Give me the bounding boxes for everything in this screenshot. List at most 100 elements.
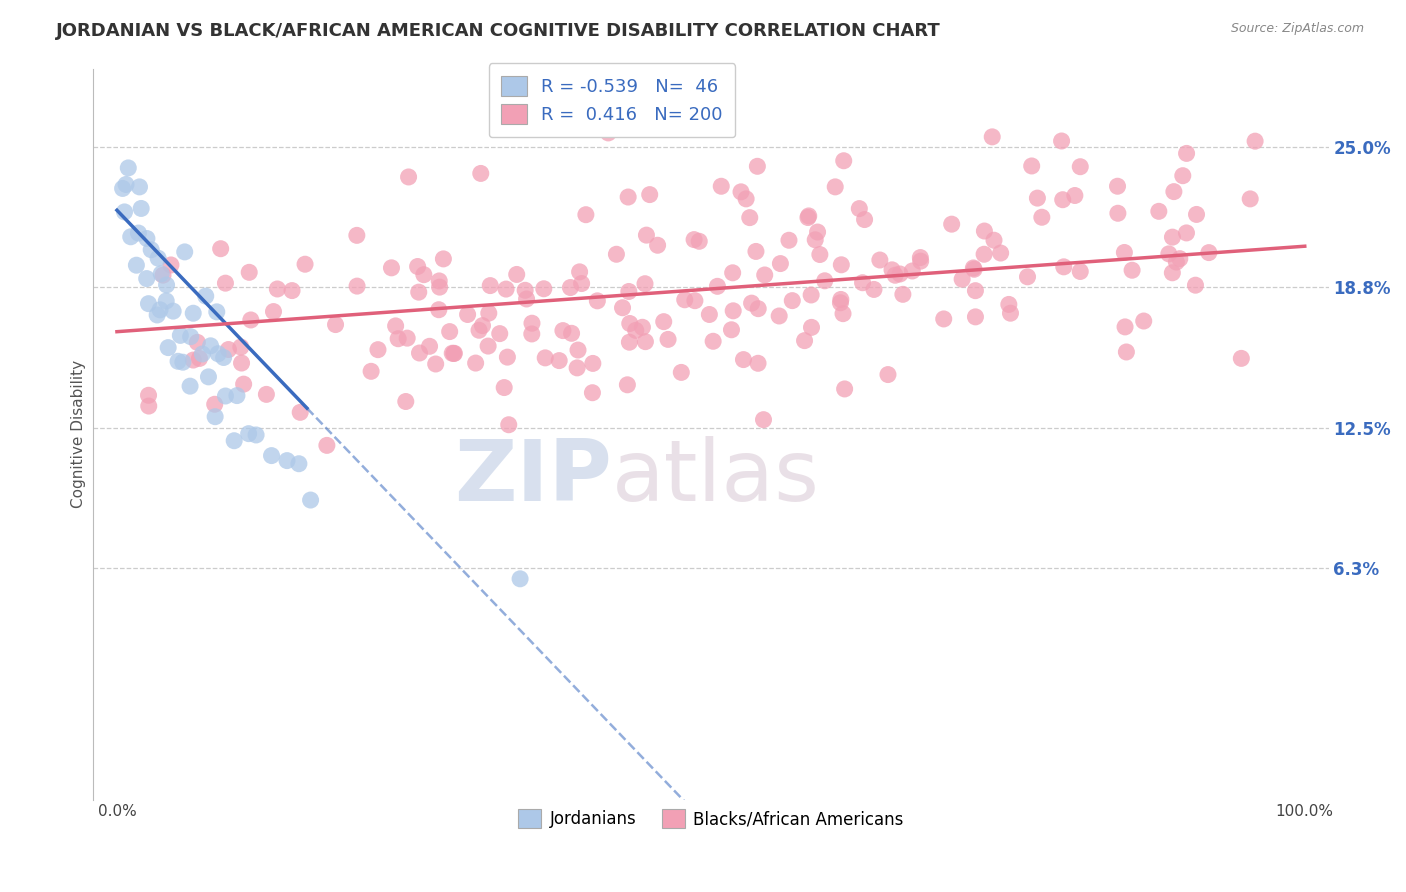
Point (652, 315, 675, 329)
Point (129, 202, 152, 216)
Point (853, 212, 876, 227)
Point (439, 325, 461, 339)
Point (398, 169, 420, 184)
Point (299, 493, 322, 508)
Point (212, 351, 235, 365)
Point (910, 251, 932, 265)
Point (730, 185, 752, 199)
Point (479, 278, 502, 293)
Point (238, 265, 260, 279)
Point (157, 341, 180, 355)
Point (534, 351, 557, 365)
Point (634, 277, 657, 291)
Point (901, 264, 924, 278)
Point (551, 324, 574, 338)
Point (848, 202, 870, 216)
Point (281, 284, 304, 298)
Point (683, 293, 706, 308)
Point (239, 313, 262, 327)
Point (432, 252, 454, 266)
Text: JORDANIAN VS BLACK/AFRICAN AMERICAN COGNITIVE DISABILITY CORRELATION CHART: JORDANIAN VS BLACK/AFRICAN AMERICAN COGN… (56, 22, 941, 40)
Point (1000, 306, 1022, 320)
Point (172, 355, 194, 369)
Point (998, 297, 1021, 311)
Point (128, 180, 150, 194)
Point (214, 276, 236, 290)
Point (457, 308, 479, 322)
Point (138, 399, 160, 413)
Point (720, 323, 742, 337)
Point (1063, 188, 1085, 202)
Point (1157, 247, 1180, 261)
Point (533, 282, 555, 296)
Point (468, 323, 491, 337)
Point (877, 368, 900, 382)
Point (605, 247, 627, 261)
Point (721, 303, 744, 318)
Point (162, 304, 184, 318)
Point (1132, 314, 1154, 328)
Point (1239, 192, 1261, 206)
Point (586, 293, 609, 308)
Point (612, 301, 634, 315)
Point (160, 258, 183, 272)
Point (735, 192, 758, 206)
Point (427, 302, 450, 317)
Point (616, 377, 638, 392)
Point (169, 328, 191, 343)
Point (671, 365, 693, 379)
Point (496, 350, 519, 364)
Point (207, 347, 229, 361)
Point (181, 306, 204, 320)
Point (384, 318, 406, 333)
Point (963, 262, 986, 277)
Point (581, 385, 603, 400)
Point (408, 346, 430, 360)
Text: ZIP: ZIP (454, 436, 612, 519)
Point (464, 356, 486, 370)
Point (266, 282, 288, 296)
Point (973, 224, 995, 238)
Point (617, 285, 640, 299)
Point (1175, 146, 1198, 161)
Point (568, 265, 591, 279)
Point (768, 309, 790, 323)
Point (747, 356, 769, 370)
Point (891, 287, 914, 301)
Text: Source: ZipAtlas.com: Source: ZipAtlas.com (1230, 22, 1364, 36)
Point (396, 331, 419, 345)
Point (254, 387, 277, 401)
Point (1244, 134, 1267, 148)
Point (721, 266, 744, 280)
Point (276, 453, 298, 467)
Point (702, 334, 724, 349)
Point (146, 308, 169, 322)
Point (990, 246, 1012, 260)
Point (180, 329, 202, 343)
Point (441, 346, 464, 360)
Point (488, 326, 510, 341)
Point (832, 153, 855, 168)
Point (200, 339, 222, 353)
Point (884, 268, 907, 283)
Point (624, 323, 647, 337)
Point (181, 353, 204, 368)
Point (425, 357, 447, 371)
Point (1168, 252, 1191, 266)
Point (880, 263, 903, 277)
Point (120, 229, 142, 244)
Point (471, 318, 494, 333)
Point (114, 205, 136, 219)
Point (863, 282, 886, 296)
Point (567, 343, 589, 357)
Point (1107, 179, 1129, 194)
Point (699, 308, 721, 322)
Point (1166, 255, 1188, 269)
Point (941, 217, 963, 231)
Point (806, 225, 828, 239)
Point (509, 572, 531, 586)
Point (830, 293, 852, 307)
Point (747, 301, 769, 316)
Point (191, 347, 214, 361)
Point (962, 260, 984, 275)
